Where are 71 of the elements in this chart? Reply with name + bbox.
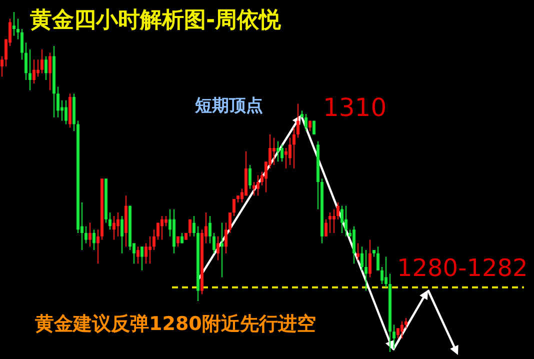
candlestick [304, 114, 308, 132]
title: 黄金四小时解析图-周依悦 [30, 8, 282, 33]
candlestick [116, 212, 120, 237]
candlestick [256, 174, 260, 196]
candlestick [232, 198, 236, 216]
candlestick [224, 222, 228, 254]
annotation: 黄金建议反弹1280附近先行进空 [35, 313, 316, 335]
candlestick [64, 100, 68, 125]
candlestick [328, 212, 332, 234]
candlestick [112, 216, 116, 240]
candlestick [248, 164, 252, 190]
candlestick [16, 18, 20, 40]
candlestick [208, 216, 212, 244]
candlestick [156, 222, 160, 240]
candlestick [152, 229, 156, 250]
candlestick [48, 52, 52, 91]
candlestick [24, 42, 28, 80]
candlestick [400, 320, 404, 339]
candlestick [56, 86, 60, 118]
candlestick [160, 216, 164, 240]
annotation: 1280-1282 [397, 254, 528, 282]
candlestick [340, 205, 344, 234]
candlestick [88, 222, 92, 248]
candlestick [356, 242, 360, 261]
candlestick [228, 212, 232, 234]
candlestick [280, 144, 284, 162]
candlestick [380, 266, 384, 284]
candlestick [360, 246, 364, 271]
candlestick [336, 202, 340, 220]
candlestick [28, 48, 32, 91]
candlestick [140, 246, 144, 271]
candlestick [352, 226, 356, 264]
candlestick [144, 242, 148, 264]
candlestick [376, 246, 380, 271]
candlestick [332, 208, 336, 234]
candlestick [32, 59, 36, 84]
annotation: 1310 [323, 93, 387, 122]
candlestick [252, 182, 256, 196]
candlestick [12, 12, 16, 36]
candlestick [284, 148, 288, 169]
candlestick [192, 216, 196, 237]
candlestick [0, 56, 4, 78]
candlestick [188, 218, 192, 237]
candlestick [164, 216, 168, 227]
candlestick [292, 127, 296, 169]
candlestick [384, 256, 388, 288]
candlestick [220, 222, 224, 278]
candlestick [136, 246, 140, 264]
candlestick [324, 218, 328, 237]
candlestick [404, 318, 408, 329]
candlestick [20, 28, 24, 60]
candlestick [396, 328, 400, 339]
candlestick [120, 216, 124, 254]
candlestick [216, 236, 220, 261]
candlestick [288, 137, 292, 166]
candlestick [96, 229, 100, 264]
candlestick [84, 226, 88, 244]
candlestick [368, 239, 372, 278]
candlestick [296, 103, 300, 138]
candlestick [392, 324, 396, 350]
candlestick [44, 56, 48, 80]
annotation: 短期顶点 [195, 96, 263, 116]
candlestick [276, 140, 280, 162]
candlestick [148, 236, 152, 264]
candlestick [272, 137, 276, 166]
candlestick [40, 48, 44, 74]
candlestick [92, 229, 96, 250]
candlestick [212, 232, 216, 254]
candlestick [108, 212, 112, 230]
candlestick [344, 205, 348, 237]
candlestick [364, 250, 368, 292]
